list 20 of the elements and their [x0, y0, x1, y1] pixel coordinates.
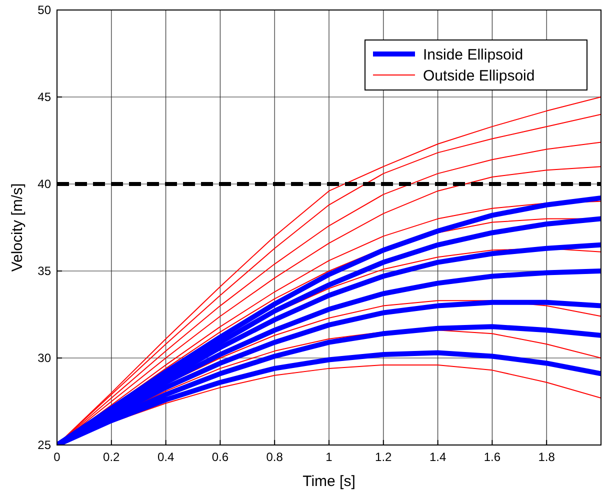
legend-label: Inside Ellipsoid: [423, 46, 524, 64]
x-tick-label: 1: [326, 450, 333, 464]
y-tick-label: 35: [38, 264, 52, 278]
legend-label: Outside Ellipsoid: [423, 68, 535, 84]
x-tick-label: 1.2: [375, 450, 392, 464]
y-tick-label: 40: [38, 177, 52, 191]
x-tick-label: 1.4: [429, 450, 446, 464]
y-tick-label: 50: [38, 3, 52, 17]
x-tick-label: 0: [54, 450, 61, 464]
x-axis-title: Time [s]: [302, 473, 356, 490]
x-tick-label: 0.2: [103, 450, 120, 464]
y-tick-label: 45: [38, 90, 52, 104]
y-tick-label: 25: [38, 438, 52, 452]
y-tick-label: 30: [38, 351, 52, 365]
x-tick-label: 1.6: [484, 450, 501, 464]
x-tick-label: 1.8: [538, 450, 556, 464]
y-axis-title: Velocity [m/s]: [9, 183, 26, 272]
x-tick-label: 0.6: [212, 450, 229, 464]
x-tick-label: 0.4: [157, 450, 174, 464]
x-tick-label: 0.8: [266, 450, 284, 464]
